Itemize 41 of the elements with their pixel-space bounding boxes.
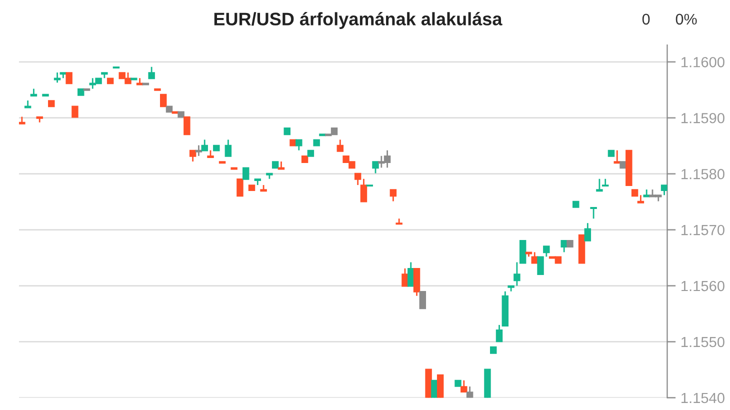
candlestick	[584, 222, 592, 242]
candlestick	[354, 172, 362, 186]
candlestick	[236, 178, 244, 197]
candlestick	[496, 324, 503, 342]
text: 0	[642, 14, 650, 25]
y-tick-label: 1.1600	[682, 56, 724, 68]
candlestick	[537, 256, 544, 275]
chart-title: EUR/USD árfolyamának alakulása	[214, 12, 502, 29]
candlestick	[195, 144, 202, 157]
candlestick	[242, 167, 250, 180]
candlestick	[224, 138, 232, 158]
candlestick	[590, 206, 597, 220]
candlestick	[360, 178, 368, 203]
y-tick-label: 1.1580	[682, 168, 724, 180]
candlestick	[189, 150, 196, 162]
candlestick	[519, 240, 526, 264]
y-tick-label: 1.1540	[682, 392, 724, 404]
candlestick	[296, 138, 302, 152]
candlestick	[201, 138, 208, 152]
candlestick	[514, 262, 520, 286]
candlestick	[390, 188, 397, 202]
candlestick	[596, 178, 603, 192]
y-tick-label: 1.1570	[682, 224, 724, 236]
candlestick	[148, 66, 155, 80]
y-tick-label: 1.1550	[682, 336, 724, 348]
candlestick	[184, 116, 190, 136]
candlestick	[560, 240, 568, 253]
candlestick	[413, 268, 420, 297]
y-tick-label: 1.1590	[682, 112, 724, 124]
candlestick	[54, 72, 61, 84]
candlestick	[66, 72, 72, 84]
candlestick	[660, 184, 668, 196]
text: 0%	[676, 14, 697, 25]
candlestick	[419, 290, 426, 310]
candlestick	[372, 160, 379, 174]
candlestick	[460, 380, 468, 393]
y-tick-label: 1.1560	[682, 280, 724, 292]
candlestick	[72, 106, 78, 118]
candlestick	[336, 138, 344, 152]
candlestick	[436, 374, 444, 398]
candlestick	[160, 94, 167, 108]
